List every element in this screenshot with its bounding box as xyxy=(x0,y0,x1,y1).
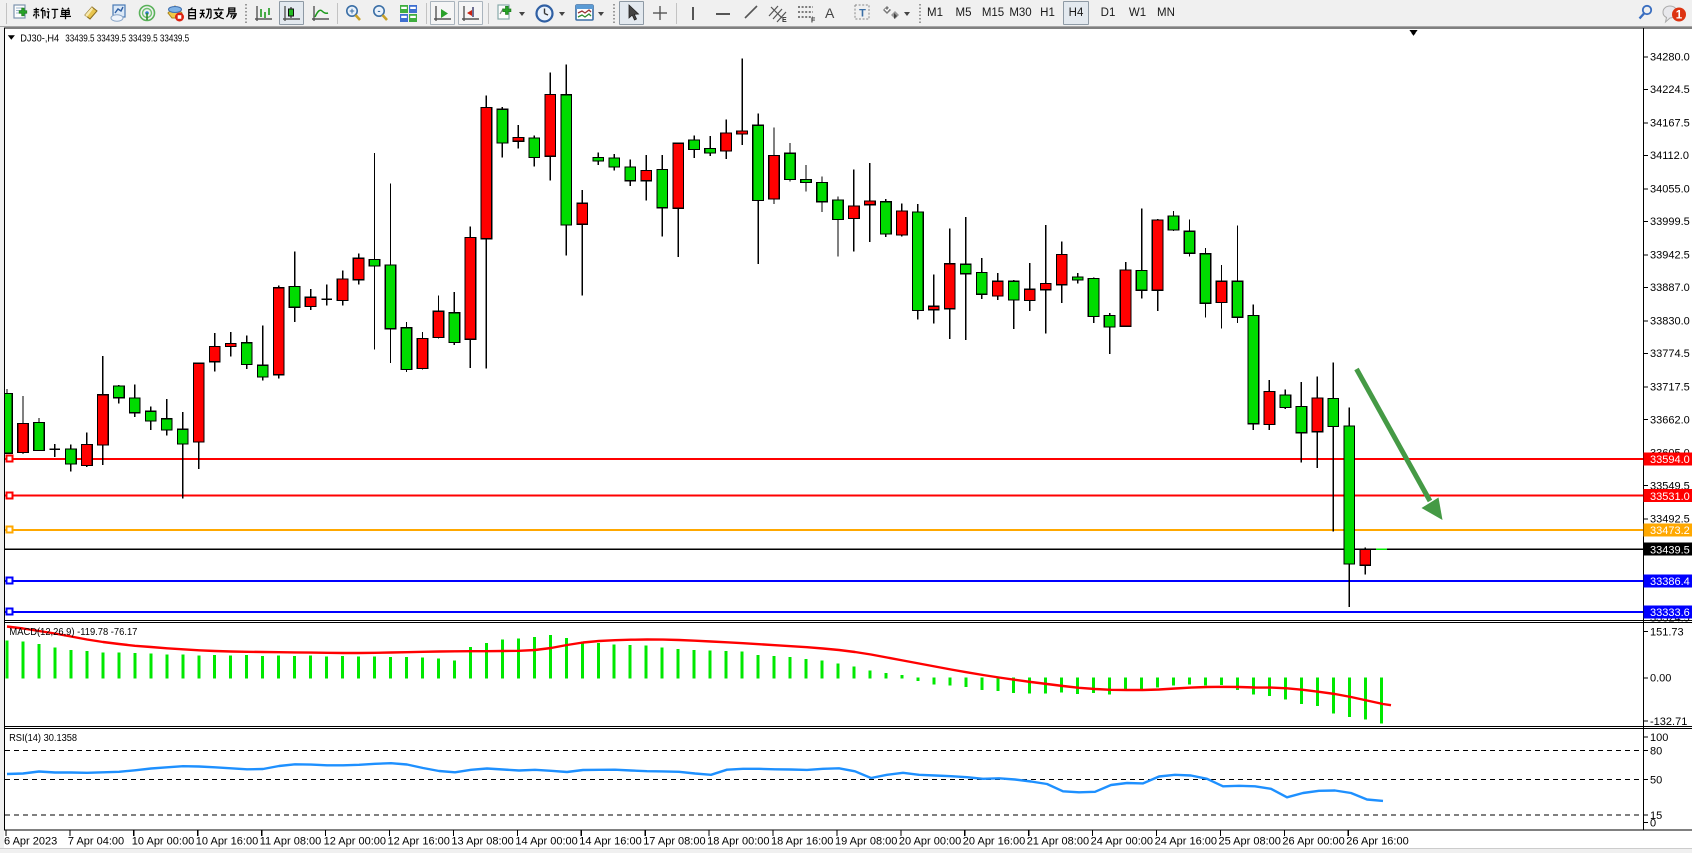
svg-text:15: 15 xyxy=(1650,810,1662,822)
svg-text:33999.5: 33999.5 xyxy=(1650,216,1690,228)
svg-text:26 Apr 00:00: 26 Apr 00:00 xyxy=(1282,836,1344,848)
svg-text:24 Apr 00:00: 24 Apr 00:00 xyxy=(1091,836,1153,848)
svg-text:33717.5: 33717.5 xyxy=(1650,382,1690,394)
svg-text:10 Apr 16:00: 10 Apr 16:00 xyxy=(196,836,258,848)
svg-text:33439.5: 33439.5 xyxy=(1650,544,1690,556)
svg-text:+: + xyxy=(349,6,354,16)
svg-text:33439.5 33439.5 33439.5 33439.: 33439.5 33439.5 33439.5 33439.5 xyxy=(65,32,189,44)
svg-text:33492.5: 33492.5 xyxy=(1650,514,1690,526)
svg-text:-: - xyxy=(378,6,381,16)
svg-text:19 Apr 08:00: 19 Apr 08:00 xyxy=(835,836,897,848)
svg-text:34167.5: 34167.5 xyxy=(1650,118,1690,130)
svg-text:E: E xyxy=(782,17,787,23)
svg-text:0.00: 0.00 xyxy=(1650,673,1671,685)
svg-text:100: 100 xyxy=(1650,732,1668,744)
svg-text:33774.5: 33774.5 xyxy=(1650,348,1690,360)
svg-text:RSI(14) 30.1358: RSI(14) 30.1358 xyxy=(9,733,77,744)
svg-text:MACD(12,26,9) -119.78 -76.17: MACD(12,26,9) -119.78 -76.17 xyxy=(9,627,137,638)
svg-text:20 Apr 00:00: 20 Apr 00:00 xyxy=(899,836,961,848)
svg-text:33531.0: 33531.0 xyxy=(1650,491,1690,503)
svg-text:25 Apr 08:00: 25 Apr 08:00 xyxy=(1219,836,1281,848)
svg-text:33473.2: 33473.2 xyxy=(1650,525,1690,537)
svg-text:33830.0: 33830.0 xyxy=(1650,316,1690,328)
svg-text:80: 80 xyxy=(1650,745,1662,757)
svg-text:33887.0: 33887.0 xyxy=(1650,282,1690,294)
svg-text:34112.0: 34112.0 xyxy=(1650,150,1689,162)
svg-text:1: 1 xyxy=(1676,10,1683,22)
svg-text:0: 0 xyxy=(1650,817,1656,829)
svg-text:7 Apr 04:00: 7 Apr 04:00 xyxy=(68,836,124,848)
svg-text:33942.5: 33942.5 xyxy=(1650,250,1690,262)
svg-text:T: T xyxy=(859,8,866,20)
svg-text:33594.0: 33594.0 xyxy=(1650,454,1690,466)
svg-text:6 Apr 2023: 6 Apr 2023 xyxy=(4,836,57,848)
svg-text:14 Apr 16:00: 14 Apr 16:00 xyxy=(579,836,641,848)
svg-text:24 Apr 16:00: 24 Apr 16:00 xyxy=(1155,836,1217,848)
svg-text:DJ30-,H4: DJ30-,H4 xyxy=(20,32,59,44)
svg-text:34055.0: 34055.0 xyxy=(1650,184,1690,196)
svg-text:151.73: 151.73 xyxy=(1650,626,1684,638)
svg-text:34224.5: 34224.5 xyxy=(1650,84,1690,96)
svg-text:34280.0: 34280.0 xyxy=(1650,52,1690,64)
svg-text:18 Apr 00:00: 18 Apr 00:00 xyxy=(707,836,769,848)
svg-text:12 Apr 00:00: 12 Apr 00:00 xyxy=(324,836,386,848)
svg-text:33662.0: 33662.0 xyxy=(1650,414,1690,426)
svg-text:13 Apr 08:00: 13 Apr 08:00 xyxy=(451,836,513,848)
svg-text:50: 50 xyxy=(1650,774,1662,786)
svg-text:33386.4: 33386.4 xyxy=(1650,576,1690,588)
svg-text:33333.6: 33333.6 xyxy=(1650,607,1690,619)
svg-text:21 Apr 08:00: 21 Apr 08:00 xyxy=(1027,836,1089,848)
svg-text:-132.71: -132.71 xyxy=(1650,716,1687,728)
svg-text:26 Apr 16:00: 26 Apr 16:00 xyxy=(1346,836,1408,848)
svg-text:F: F xyxy=(811,18,816,24)
svg-text:18 Apr 16:00: 18 Apr 16:00 xyxy=(771,836,833,848)
svg-text:10 Apr 00:00: 10 Apr 00:00 xyxy=(132,836,194,848)
svg-text:17 Apr 08:00: 17 Apr 08:00 xyxy=(643,836,705,848)
svg-text:20 Apr 16:00: 20 Apr 16:00 xyxy=(963,836,1025,848)
svg-text:14 Apr 00:00: 14 Apr 00:00 xyxy=(515,836,577,848)
svg-text:11 Apr 08:00: 11 Apr 08:00 xyxy=(260,836,322,848)
svg-text:12 Apr 16:00: 12 Apr 16:00 xyxy=(388,836,450,848)
